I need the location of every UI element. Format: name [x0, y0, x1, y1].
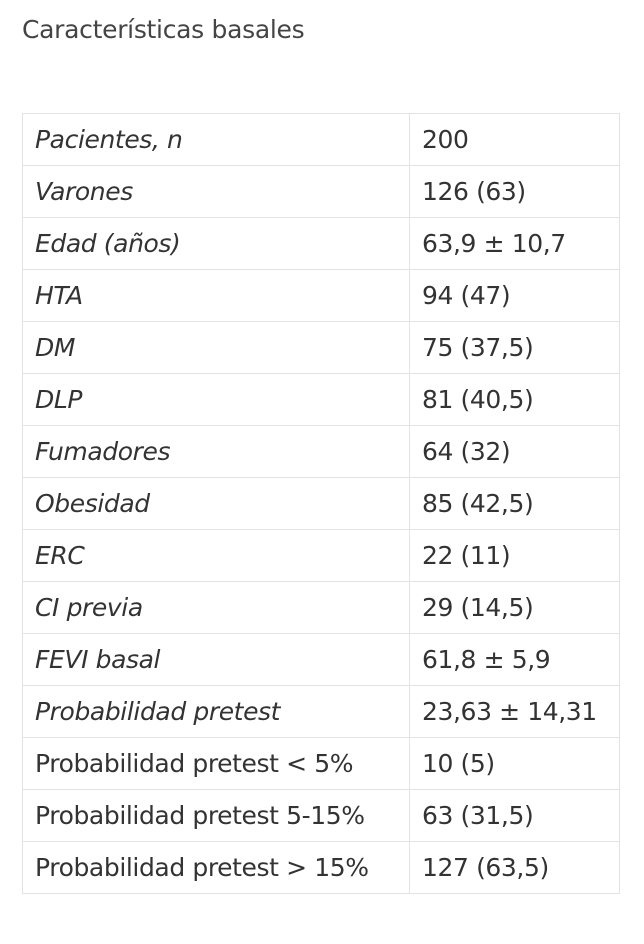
table-row: Edad (años) 63,9 ± 10,7: [22, 217, 620, 270]
row-value: 85 (42,5): [409, 477, 620, 530]
row-value: 29 (14,5): [409, 581, 620, 634]
table-row: Probabilidad pretest 23,63 ± 14,31: [22, 685, 620, 738]
row-value: 127 (63,5): [409, 841, 620, 894]
table-row: DM 75 (37,5): [22, 321, 620, 374]
table-row: Probabilidad pretest < 5% 10 (5): [22, 737, 620, 790]
table-row: DLP 81 (40,5): [22, 373, 620, 426]
row-label: HTA: [22, 269, 410, 322]
row-value: 81 (40,5): [409, 373, 620, 426]
row-label: DLP: [22, 373, 410, 426]
row-value: 10 (5): [409, 737, 620, 790]
table-row: CI previa 29 (14,5): [22, 581, 620, 634]
table-row: ERC 22 (11): [22, 529, 620, 582]
row-label: Probabilidad pretest: [22, 685, 410, 738]
table-row: Probabilidad pretest > 15% 127 (63,5): [22, 841, 620, 894]
row-label: DM: [22, 321, 410, 374]
row-value: 23,63 ± 14,31: [409, 685, 620, 738]
row-label: Edad (años): [22, 217, 410, 270]
row-value: 94 (47): [409, 269, 620, 322]
row-label: Probabilidad pretest 5-15%: [22, 789, 410, 842]
row-value: 63,9 ± 10,7: [409, 217, 620, 270]
table-row: FEVI basal 61,8 ± 5,9: [22, 633, 620, 686]
row-label: Pacientes, n: [22, 113, 410, 166]
table-row: Varones 126 (63): [22, 165, 620, 218]
row-label: Varones: [22, 165, 410, 218]
table-row: Fumadores 64 (32): [22, 425, 620, 478]
table-body: Pacientes, n 200 Varones 126 (63) Edad (años…: [22, 113, 620, 894]
table-title: Características basales: [22, 15, 305, 44]
row-value: 63 (31,5): [409, 789, 620, 842]
data-table: Pacientes, n 200 Varones 126 (63) Edad (años…: [22, 113, 620, 894]
table-row: Probabilidad pretest 5-15% 63 (31,5): [22, 789, 620, 842]
row-value: 64 (32): [409, 425, 620, 478]
row-label: Fumadores: [22, 425, 410, 478]
row-value: 22 (11): [409, 529, 620, 582]
row-label: Obesidad: [22, 477, 410, 530]
row-label: FEVI basal: [22, 633, 410, 686]
table-row: Pacientes, n 200: [22, 113, 620, 166]
row-label: ERC: [22, 529, 410, 582]
row-label: Probabilidad pretest > 15%: [22, 841, 410, 894]
row-label: Probabilidad pretest < 5%: [22, 737, 410, 790]
row-label: CI previa: [22, 581, 410, 634]
row-value: 75 (37,5): [409, 321, 620, 374]
table-row: HTA 94 (47): [22, 269, 620, 322]
row-value: 126 (63): [409, 165, 620, 218]
row-value: 61,8 ± 5,9: [409, 633, 620, 686]
row-value: 200: [409, 113, 620, 166]
table-row: Obesidad 85 (42,5): [22, 477, 620, 530]
